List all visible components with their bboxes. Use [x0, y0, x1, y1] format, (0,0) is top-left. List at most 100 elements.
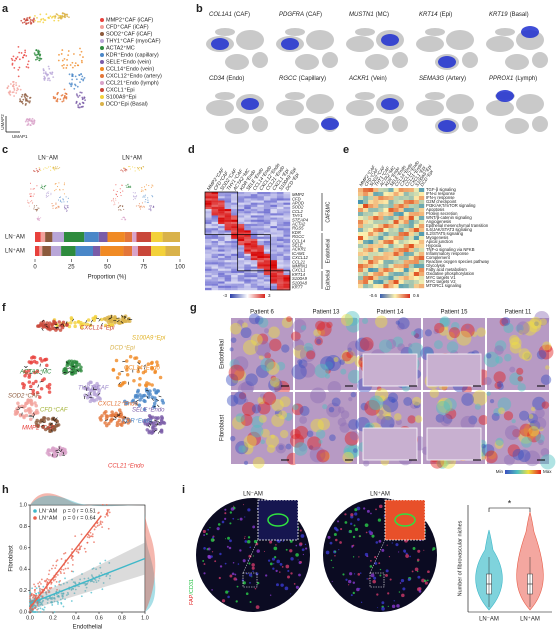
heat-cell — [383, 228, 389, 233]
heat-cell — [383, 204, 389, 209]
heat-cell — [257, 228, 265, 231]
heat-cell — [244, 226, 251, 229]
umap-dot — [157, 422, 162, 426]
heat-cell — [388, 256, 394, 261]
umap-dot — [23, 18, 26, 20]
heat-cell — [270, 238, 278, 242]
umap-dot — [79, 53, 81, 56]
scatter-dot — [47, 573, 50, 576]
spot-patch — [322, 404, 328, 410]
heat-cell — [418, 268, 425, 273]
heat-cell — [250, 236, 258, 240]
spot-patch — [509, 334, 520, 346]
umap-dot — [54, 96, 57, 99]
scatter-dot — [48, 591, 51, 593]
heat-cell — [263, 260, 271, 263]
heat-cell — [237, 266, 245, 269]
scatter-dot — [38, 592, 41, 595]
heat-cell — [408, 232, 415, 237]
heat-cell — [244, 217, 251, 220]
spot-patch — [310, 387, 326, 404]
umap-dot — [62, 67, 65, 69]
umap-title: LN⁺AM — [122, 155, 142, 162]
velocity-arrow — [58, 449, 61, 452]
velocity-arrow — [45, 325, 49, 328]
scatter-dot — [101, 526, 104, 529]
heat-cell — [250, 200, 258, 203]
heat-cell — [237, 268, 245, 272]
umap-dot — [128, 354, 133, 359]
umap-dot — [93, 314, 98, 319]
umap-dot — [63, 182, 65, 184]
umap-dot — [147, 414, 152, 418]
heat-cell — [378, 284, 384, 289]
heat-cell — [398, 204, 404, 209]
cluster-label: SELE⁺Endo — [132, 407, 165, 414]
heat-cell — [363, 248, 369, 253]
umap-dot — [34, 411, 38, 415]
umap-dot — [112, 413, 117, 418]
heat-cell — [283, 281, 291, 284]
spot-patch — [344, 431, 359, 446]
umap-dot — [79, 323, 83, 327]
gene-name: MUSTN1 — [349, 12, 374, 18]
heat-cell — [224, 266, 232, 269]
heat-cell — [408, 284, 415, 289]
umap-dot — [81, 98, 84, 100]
heat-cell — [244, 260, 251, 263]
spot-patch — [446, 341, 459, 353]
heat-cell — [283, 226, 291, 229]
umap-dot — [113, 204, 115, 206]
spot-patch — [339, 422, 350, 433]
spot-patch — [429, 388, 439, 399]
stain-dot — [251, 576, 253, 578]
stain-dot — [248, 562, 251, 565]
stain-dot — [210, 538, 215, 542]
heat-cell — [408, 200, 415, 205]
heat-cell — [408, 216, 415, 221]
umap-dot — [64, 208, 66, 210]
heat-cell — [231, 211, 238, 214]
stain-dot — [207, 554, 211, 559]
scatter-dot — [64, 598, 66, 601]
legend-swatch — [100, 102, 104, 106]
heat-cell — [276, 260, 284, 263]
gene-cell: (CAF) — [306, 12, 322, 18]
heat-cell — [383, 280, 389, 285]
legend-label: SELE⁺Endo (vein) — [106, 58, 151, 65]
heat-cell — [211, 285, 219, 289]
spot-patch — [337, 406, 345, 414]
umap-dot — [146, 422, 150, 426]
umap-dot — [139, 206, 141, 208]
heat-cell — [205, 251, 212, 254]
umap-dot — [65, 196, 67, 198]
legend-label: SOD2⁺CAF (iCAF) — [106, 30, 152, 37]
heat-cell — [231, 192, 238, 195]
heat-cell — [205, 232, 212, 235]
heat-cell — [257, 217, 265, 220]
heat-cell — [368, 236, 374, 241]
heat-cell — [368, 252, 374, 257]
spot-patch — [360, 402, 369, 411]
heat-cell — [211, 236, 219, 240]
heat-cell — [244, 275, 251, 278]
umap-dot — [142, 393, 147, 398]
heat-cell — [363, 220, 369, 225]
umap-dot — [58, 182, 60, 184]
x-axis-label: Endothelial — [73, 625, 103, 631]
stain-dot — [228, 590, 230, 592]
spot-patch — [308, 445, 314, 450]
spot-patch — [228, 364, 245, 381]
velocity-arrow — [54, 323, 58, 326]
umap-dot — [60, 325, 65, 330]
scatter-dot — [38, 600, 41, 603]
heat-cell — [244, 215, 251, 218]
umap-dot — [45, 13, 48, 16]
scatter-dot — [30, 594, 33, 597]
heat-cell — [231, 206, 238, 210]
stain-dot — [352, 591, 355, 595]
heat-cell — [368, 204, 374, 209]
spot-patch — [242, 339, 259, 355]
heat-cell — [388, 268, 394, 273]
umap-dot — [9, 83, 12, 85]
